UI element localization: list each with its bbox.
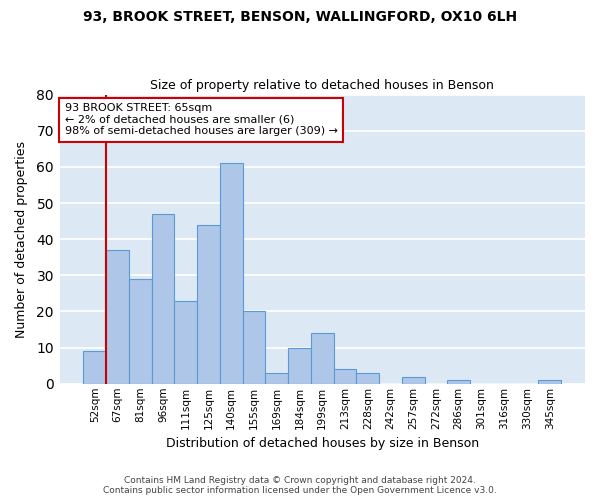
- Bar: [356, 373, 379, 384]
- Bar: [175, 300, 197, 384]
- Bar: [538, 380, 561, 384]
- Title: Size of property relative to detached houses in Benson: Size of property relative to detached ho…: [151, 79, 494, 92]
- Bar: [265, 373, 288, 384]
- Bar: [402, 376, 425, 384]
- Bar: [334, 370, 356, 384]
- Text: 93 BROOK STREET: 65sqm
← 2% of detached houses are smaller (6)
98% of semi-detac: 93 BROOK STREET: 65sqm ← 2% of detached …: [65, 103, 338, 136]
- Bar: [220, 163, 242, 384]
- Text: 93, BROOK STREET, BENSON, WALLINGFORD, OX10 6LH: 93, BROOK STREET, BENSON, WALLINGFORD, O…: [83, 10, 517, 24]
- Bar: [311, 333, 334, 384]
- Bar: [129, 279, 152, 384]
- X-axis label: Distribution of detached houses by size in Benson: Distribution of detached houses by size …: [166, 437, 479, 450]
- Bar: [242, 312, 265, 384]
- Bar: [288, 348, 311, 384]
- Bar: [152, 214, 175, 384]
- Bar: [448, 380, 470, 384]
- Bar: [197, 224, 220, 384]
- Y-axis label: Number of detached properties: Number of detached properties: [15, 140, 28, 338]
- Bar: [83, 351, 106, 384]
- Bar: [106, 250, 129, 384]
- Text: Contains HM Land Registry data © Crown copyright and database right 2024.
Contai: Contains HM Land Registry data © Crown c…: [103, 476, 497, 495]
